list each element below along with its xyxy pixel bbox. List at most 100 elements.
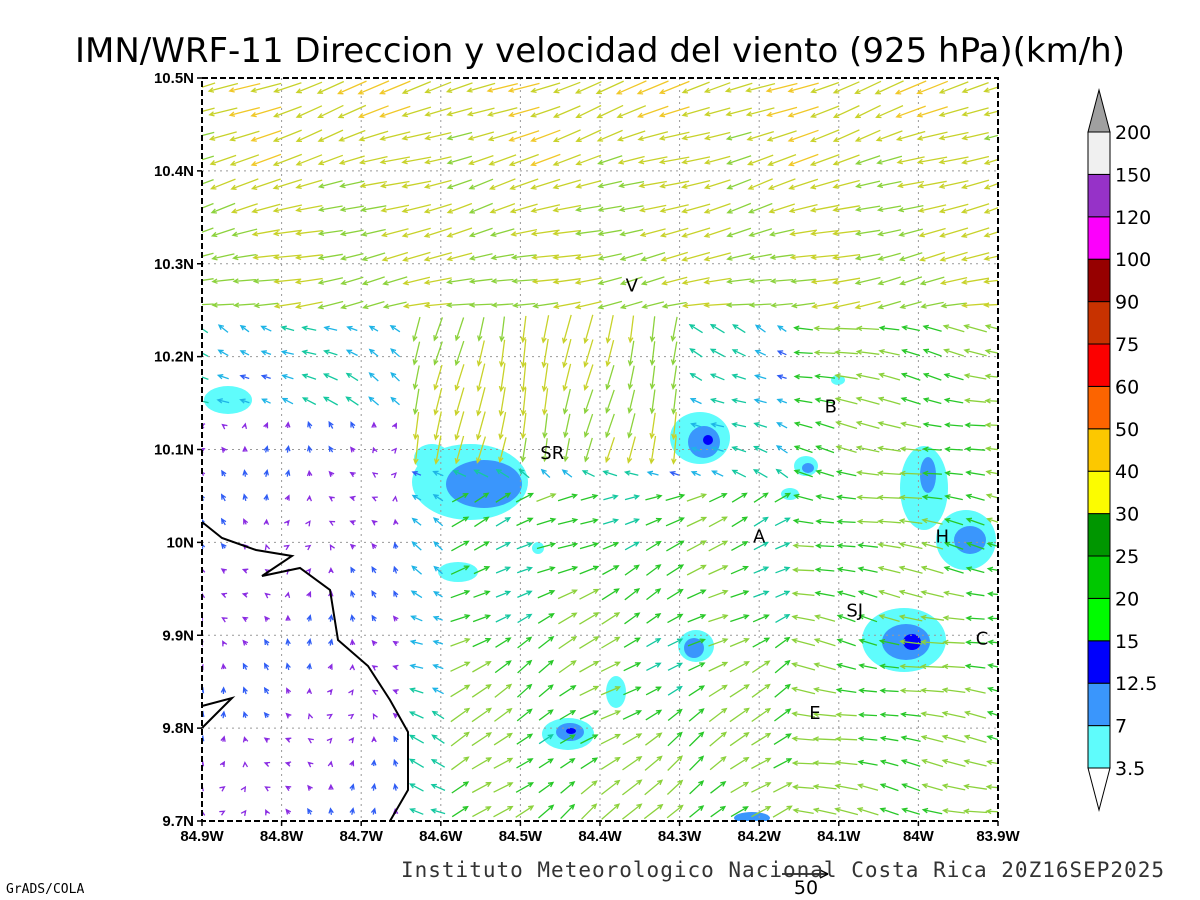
wind-arrow bbox=[753, 566, 770, 574]
wind-arrow bbox=[454, 435, 465, 465]
wind-arrow bbox=[472, 660, 492, 673]
wind-arrow bbox=[669, 470, 680, 477]
wind-arrow bbox=[263, 469, 269, 477]
wind-arrow bbox=[775, 468, 789, 479]
wind-arrow bbox=[530, 129, 561, 143]
wind-arrow bbox=[240, 785, 247, 793]
y-tick-label: 9.9N bbox=[162, 627, 194, 644]
wind-arrow bbox=[450, 589, 471, 599]
wind-arrow bbox=[836, 614, 856, 623]
wind-arrow bbox=[371, 759, 377, 767]
wind-arrow bbox=[202, 82, 216, 88]
wind-arrow bbox=[284, 591, 291, 599]
wind-arrow bbox=[530, 204, 561, 214]
x-tick-label: 84.7W bbox=[340, 828, 384, 845]
wind-arrow bbox=[371, 519, 378, 526]
wind-arrow bbox=[430, 758, 446, 768]
wind-arrow bbox=[490, 253, 515, 261]
x-tick-label: 84.2W bbox=[738, 828, 782, 845]
wind-arrow bbox=[661, 276, 688, 286]
wind-arrow bbox=[361, 276, 385, 286]
wind-arrow bbox=[498, 411, 507, 441]
wind-arrow bbox=[392, 640, 399, 647]
wind-arrow bbox=[876, 494, 902, 501]
wind-arrow bbox=[451, 756, 470, 771]
wind-arrow bbox=[703, 277, 731, 285]
wind-arrow bbox=[689, 348, 703, 358]
wind-arrow bbox=[402, 302, 430, 309]
wind-arrow bbox=[306, 638, 312, 646]
wind-arrow bbox=[899, 663, 922, 670]
wind-arrow bbox=[726, 155, 752, 165]
wind-arrow bbox=[516, 542, 534, 550]
wind-arrow bbox=[688, 708, 705, 722]
wind-arrow bbox=[432, 663, 444, 670]
wind-arrow bbox=[836, 518, 856, 525]
wind-arrow bbox=[471, 732, 493, 747]
wind-arrow bbox=[602, 542, 620, 550]
wind-arrow bbox=[412, 316, 421, 342]
wind-arrow bbox=[538, 709, 554, 721]
wind-arrow bbox=[202, 131, 215, 137]
wind-arrow bbox=[378, 80, 411, 95]
wind-arrow bbox=[316, 80, 345, 94]
wind-arrow bbox=[878, 638, 900, 646]
wind-arrow bbox=[562, 388, 571, 415]
wind-arrow bbox=[349, 495, 356, 502]
wind-arrow bbox=[409, 663, 424, 670]
wind-arrow bbox=[791, 686, 816, 695]
wind-arrow bbox=[708, 614, 729, 623]
wind-arrow bbox=[558, 612, 578, 625]
wind-arrow bbox=[814, 543, 835, 549]
colorbar-label: 12.5 bbox=[1115, 673, 1157, 695]
wind-arrow bbox=[921, 783, 943, 792]
wind-arrow bbox=[294, 254, 323, 261]
wind-arrow bbox=[855, 420, 880, 430]
wind-arrow bbox=[772, 805, 793, 818]
wind-arrow bbox=[340, 300, 364, 310]
wind-arrow bbox=[511, 278, 536, 284]
wind-arrow bbox=[486, 82, 518, 93]
wind-arrow bbox=[944, 494, 963, 501]
wind-arrow bbox=[476, 340, 485, 367]
wind-arrow bbox=[220, 735, 226, 742]
y-tick-label: 10.4N bbox=[154, 163, 194, 180]
wind-arrow bbox=[510, 228, 538, 237]
wind-arrow bbox=[809, 105, 840, 118]
wind-arrow bbox=[520, 339, 527, 369]
wind-arrow bbox=[730, 781, 750, 794]
wind-arrow bbox=[963, 348, 987, 357]
wind-arrow bbox=[600, 756, 621, 770]
wind-arrow bbox=[295, 204, 323, 213]
wind-arrow bbox=[963, 324, 987, 333]
wind-arrow bbox=[392, 689, 399, 695]
wind-arrow bbox=[329, 543, 335, 551]
wind-arrow bbox=[307, 712, 314, 720]
y-tick-label: 10.2N bbox=[154, 349, 194, 366]
wind-arrow bbox=[618, 180, 645, 189]
wind-arrow bbox=[919, 276, 945, 286]
wind-arrow bbox=[686, 564, 707, 576]
wind-arrow bbox=[222, 640, 228, 647]
wind-arrow bbox=[575, 205, 602, 213]
wind-arrow bbox=[228, 106, 260, 117]
wind-arrow bbox=[411, 494, 422, 501]
wind-arrow bbox=[643, 803, 664, 820]
wind-arrow bbox=[328, 420, 334, 429]
reference-vector-label: 50 bbox=[794, 877, 818, 899]
wind-arrow bbox=[725, 302, 752, 308]
wind-arrow bbox=[709, 731, 728, 747]
wind-arrow bbox=[645, 732, 663, 746]
wind-arrow bbox=[516, 708, 533, 722]
wind-arrow bbox=[898, 614, 923, 622]
wind-vectors bbox=[202, 80, 998, 820]
wind-arrow bbox=[349, 471, 356, 478]
wind-arrow bbox=[317, 129, 344, 142]
wind-arrow bbox=[583, 314, 594, 345]
wind-arrow bbox=[709, 323, 725, 334]
wind-arrow bbox=[530, 105, 561, 118]
wind-arrow bbox=[616, 130, 646, 142]
wind-arrow bbox=[409, 808, 424, 815]
wind-arrow bbox=[220, 542, 227, 549]
wind-arrow bbox=[689, 780, 705, 795]
